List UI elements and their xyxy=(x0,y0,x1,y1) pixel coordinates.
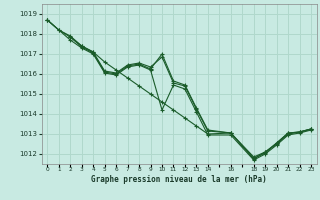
X-axis label: Graphe pression niveau de la mer (hPa): Graphe pression niveau de la mer (hPa) xyxy=(91,175,267,184)
